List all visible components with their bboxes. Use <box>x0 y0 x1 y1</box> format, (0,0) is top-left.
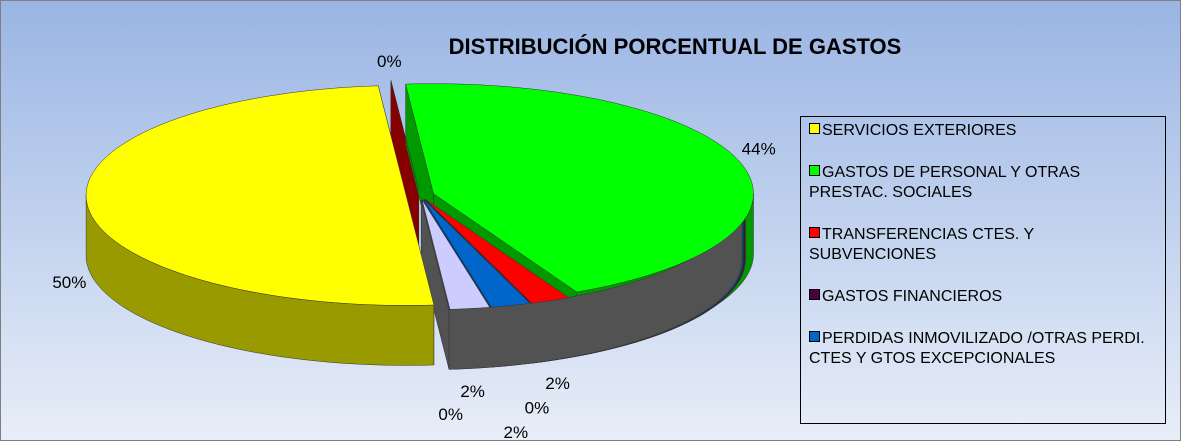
data-label: 50% <box>52 273 86 292</box>
legend-swatch <box>809 165 820 176</box>
data-label: 2% <box>504 423 529 441</box>
legend-swatch <box>809 123 820 134</box>
chart-title: DISTRIBUCIÓN PORCENTUAL DE GASTOS <box>449 34 902 59</box>
data-label: 2% <box>545 374 570 393</box>
legend-entry: GASTOS DE PERSONAL Y OTRAS PRESTAC. SOCI… <box>809 163 1155 203</box>
legend-label: GASTOS FINANCIEROS <box>822 288 1003 305</box>
data-label: 0% <box>377 52 402 71</box>
slice <box>420 199 450 310</box>
legend: SERVICIOS EXTERIORES GASTOS DE PERSONAL Y… <box>800 116 1166 424</box>
legend-label: TRANSFERENCIAS CTES. Y SUBVENCIONES <box>809 226 1034 263</box>
slice <box>421 199 491 310</box>
slice <box>85 85 435 306</box>
data-label: 0% <box>438 405 463 424</box>
slice <box>425 199 570 304</box>
slice <box>423 199 531 308</box>
legend-label: SERVICIOS EXTERIORES <box>822 122 1017 139</box>
legend-label: PERDIDAS INMOVILIZADO /OTRAS PERDI. CTES… <box>809 330 1145 367</box>
legend-entry: TRANSFERENCIAS CTES. Y SUBVENCIONES <box>809 225 1155 265</box>
slice <box>424 199 532 304</box>
legend-swatch <box>809 289 820 300</box>
legend-label: GASTOS DE PERSONAL Y OTRAS PRESTAC. SOCI… <box>809 164 1081 201</box>
slice <box>405 83 754 293</box>
data-label: 44% <box>742 140 776 159</box>
legend-entry: SERVICIOS EXTERIORES <box>809 121 1155 141</box>
slice <box>390 80 420 191</box>
legend-entry: PERDIDAS INMOVILIZADO /OTRAS PERDI. CTES… <box>809 329 1155 369</box>
data-label: 0% <box>525 399 550 418</box>
data-label: 2% <box>460 382 485 401</box>
legend-swatch <box>809 331 820 342</box>
legend-entry: GASTOS FINANCIEROS <box>809 287 1155 307</box>
legend-swatch <box>809 227 820 238</box>
